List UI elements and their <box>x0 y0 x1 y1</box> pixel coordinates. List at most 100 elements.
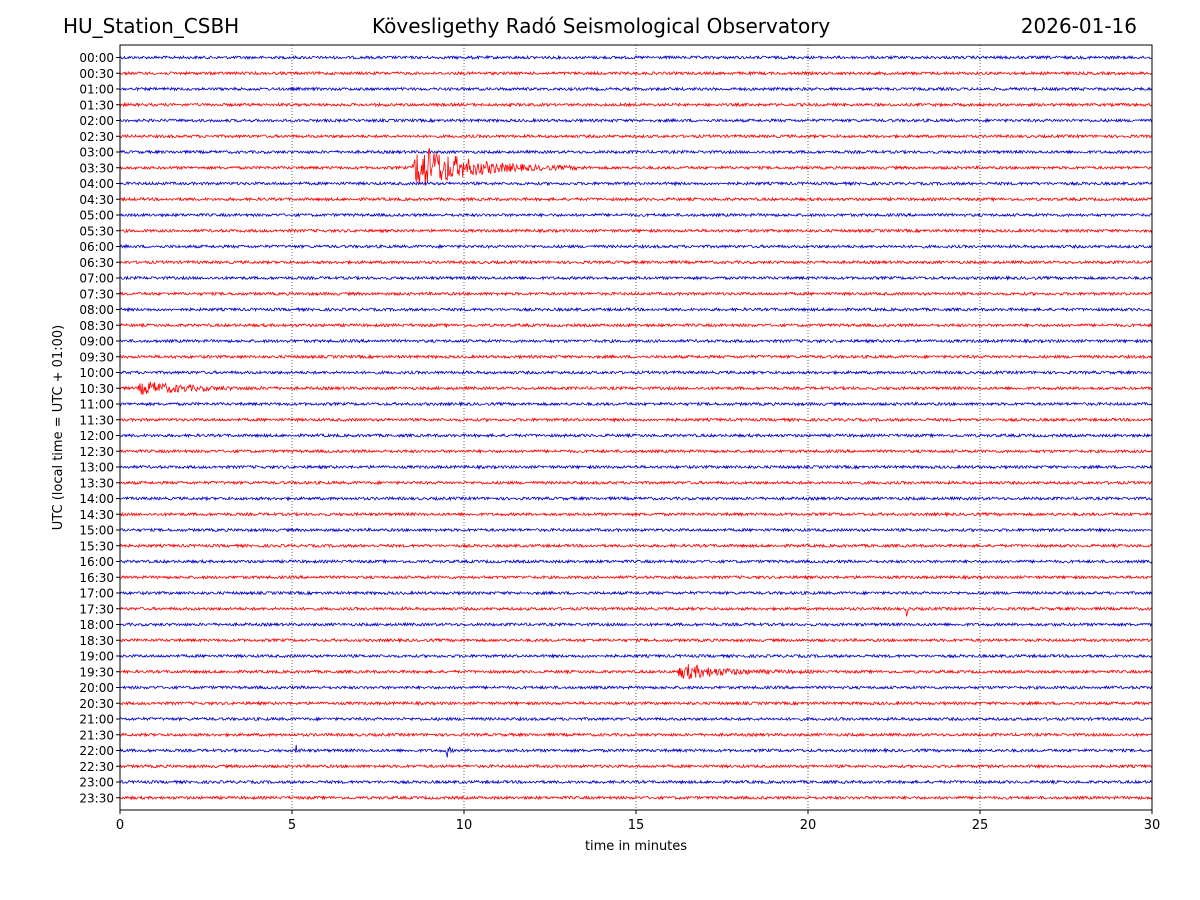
row-label-2230: 22:30 <box>79 760 114 774</box>
trace-0730 <box>119 291 1153 297</box>
row-label-2100: 21:00 <box>79 713 114 727</box>
trace-1430 <box>119 511 1153 518</box>
trace-2030 <box>119 700 1153 707</box>
row-label-0100: 01:00 <box>79 83 114 97</box>
row-label-1030: 10:30 <box>79 382 114 396</box>
trace-1130 <box>119 416 1153 423</box>
trace-0800 <box>119 306 1153 313</box>
chart-date: 2026-01-16 <box>1020 14 1137 38</box>
row-label-0830: 08:30 <box>79 319 114 333</box>
row-label-1000: 10:00 <box>79 366 114 380</box>
row-label-2200: 22:00 <box>79 744 114 758</box>
row-label-1400: 14:00 <box>79 492 114 506</box>
x-tick-label-0: 0 <box>116 818 124 833</box>
row-label-0330: 03:30 <box>79 161 114 175</box>
station-name: HU_Station_CSBH <box>63 14 240 38</box>
x-tick-label-30: 30 <box>1144 818 1161 833</box>
row-label-0500: 05:00 <box>79 209 114 223</box>
trace-0230 <box>119 133 1153 140</box>
trace-1530 <box>119 543 1153 549</box>
row-label-0230: 02:30 <box>79 130 114 144</box>
trace-2130 <box>119 731 1153 738</box>
row-label-0730: 07:30 <box>79 287 114 301</box>
row-label-1100: 11:00 <box>79 398 114 412</box>
trace-0530 <box>119 227 1153 234</box>
x-tick-label-10: 10 <box>456 818 473 833</box>
row-label-0630: 06:30 <box>79 256 114 270</box>
row-label-1630: 16:30 <box>79 571 114 585</box>
trace-0600 <box>119 243 1153 250</box>
x-tick-label-15: 15 <box>628 818 645 833</box>
row-label-1900: 19:00 <box>79 650 114 664</box>
trace-0000 <box>119 54 1153 61</box>
row-label-0930: 09:30 <box>79 350 114 364</box>
row-label-2000: 20:00 <box>79 681 114 695</box>
trace-2230 <box>119 763 1153 770</box>
row-label-0430: 04:30 <box>79 193 114 207</box>
trace-0400 <box>119 180 1153 187</box>
trace-1330 <box>119 479 1153 486</box>
trace-1030 <box>119 381 1153 395</box>
trace-0030 <box>119 70 1153 77</box>
trace-2100 <box>119 716 1153 722</box>
trace-1500 <box>119 527 1153 533</box>
trace-0100 <box>119 86 1153 92</box>
row-label-1530: 15:30 <box>79 539 114 553</box>
row-label-1600: 16:00 <box>79 555 114 569</box>
trace-1200 <box>119 432 1153 439</box>
x-tick-label-20: 20 <box>800 818 817 833</box>
row-label-0400: 04:00 <box>79 177 114 191</box>
row-label-2300: 23:00 <box>79 776 114 790</box>
row-label-1930: 19:30 <box>79 665 114 679</box>
row-label-1830: 18:30 <box>79 634 114 648</box>
trace-2300 <box>119 779 1153 785</box>
row-label-2330: 23:30 <box>79 791 114 805</box>
row-label-1730: 17:30 <box>79 602 114 616</box>
trace-0200 <box>119 117 1153 124</box>
trace-1300 <box>119 464 1153 470</box>
row-label-1700: 17:00 <box>79 587 114 601</box>
trace-1700 <box>119 590 1153 596</box>
row-label-1430: 14:30 <box>79 508 114 522</box>
trace-1000 <box>119 369 1153 376</box>
row-label-0600: 06:00 <box>79 240 114 254</box>
row-label-1230: 12:30 <box>79 445 114 459</box>
trace-1400 <box>119 495 1153 502</box>
trace-1100 <box>119 401 1153 407</box>
row-label-1800: 18:00 <box>79 618 114 632</box>
row-label-0130: 01:30 <box>79 98 114 112</box>
trace-0300 <box>119 149 1153 155</box>
trace-0130 <box>119 101 1153 108</box>
row-label-1330: 13:30 <box>79 476 114 490</box>
row-label-1130: 11:30 <box>79 413 114 427</box>
trace-0900 <box>119 338 1153 344</box>
trace-0500 <box>119 212 1153 218</box>
trace-2330 <box>119 794 1153 801</box>
trace-0830 <box>119 322 1153 329</box>
x-axis-label: time in minutes <box>585 839 687 854</box>
y-axis-label: UTC (local time = UTC + 01:00) <box>51 325 66 530</box>
trace-1830 <box>119 637 1153 644</box>
row-label-0530: 05:30 <box>79 224 114 238</box>
row-label-1200: 12:00 <box>79 429 114 443</box>
trace-0930 <box>119 353 1153 360</box>
trace-0700 <box>119 275 1153 281</box>
row-label-0030: 00:30 <box>79 67 114 81</box>
row-label-1500: 15:00 <box>79 524 114 538</box>
trace-2000 <box>119 684 1153 691</box>
trace-0430 <box>119 196 1153 203</box>
trace-1800 <box>119 621 1153 628</box>
row-label-0900: 09:00 <box>79 335 114 349</box>
x-tick-label-5: 5 <box>288 818 296 833</box>
row-label-0000: 00:00 <box>79 51 114 65</box>
row-label-2030: 20:30 <box>79 697 114 711</box>
chart-title: Kövesligethy Radó Seismological Observat… <box>372 14 831 38</box>
row-label-0300: 03:00 <box>79 146 114 160</box>
trace-1630 <box>119 574 1153 581</box>
trace-1730 <box>119 605 1153 617</box>
trace-1600 <box>119 558 1153 565</box>
row-label-0200: 02:00 <box>79 114 114 128</box>
row-label-1300: 13:00 <box>79 461 114 475</box>
trace-0630 <box>119 259 1153 266</box>
